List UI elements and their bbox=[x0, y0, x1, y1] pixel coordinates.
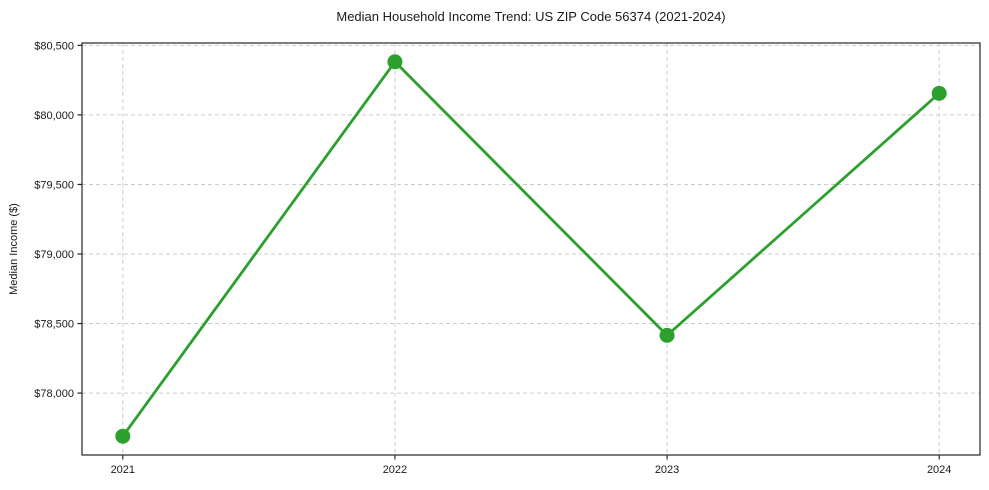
data-point-2024 bbox=[931, 85, 947, 101]
y-tick-label: $78,000 bbox=[34, 388, 74, 400]
y-tick-label: $80,000 bbox=[34, 110, 74, 122]
plot-spines bbox=[81, 42, 981, 456]
x-tick-label: 2023 bbox=[655, 464, 679, 476]
data-point-2023 bbox=[659, 327, 675, 343]
x-tick-label: 2022 bbox=[383, 464, 407, 476]
y-tick-label: $79,500 bbox=[34, 179, 74, 191]
x-tick-label: 2024 bbox=[927, 464, 951, 476]
x-tick-label: 2021 bbox=[111, 464, 135, 476]
chart-title: Median Household Income Trend: US ZIP Co… bbox=[336, 9, 726, 24]
y-tick-label: $78,500 bbox=[34, 319, 74, 331]
data-point-2021 bbox=[115, 428, 131, 444]
trend-line bbox=[121, 60, 941, 438]
y-tick-label: $80,500 bbox=[34, 40, 74, 52]
data-point-2022 bbox=[387, 54, 403, 70]
y-tick-label: $79,000 bbox=[34, 249, 74, 261]
